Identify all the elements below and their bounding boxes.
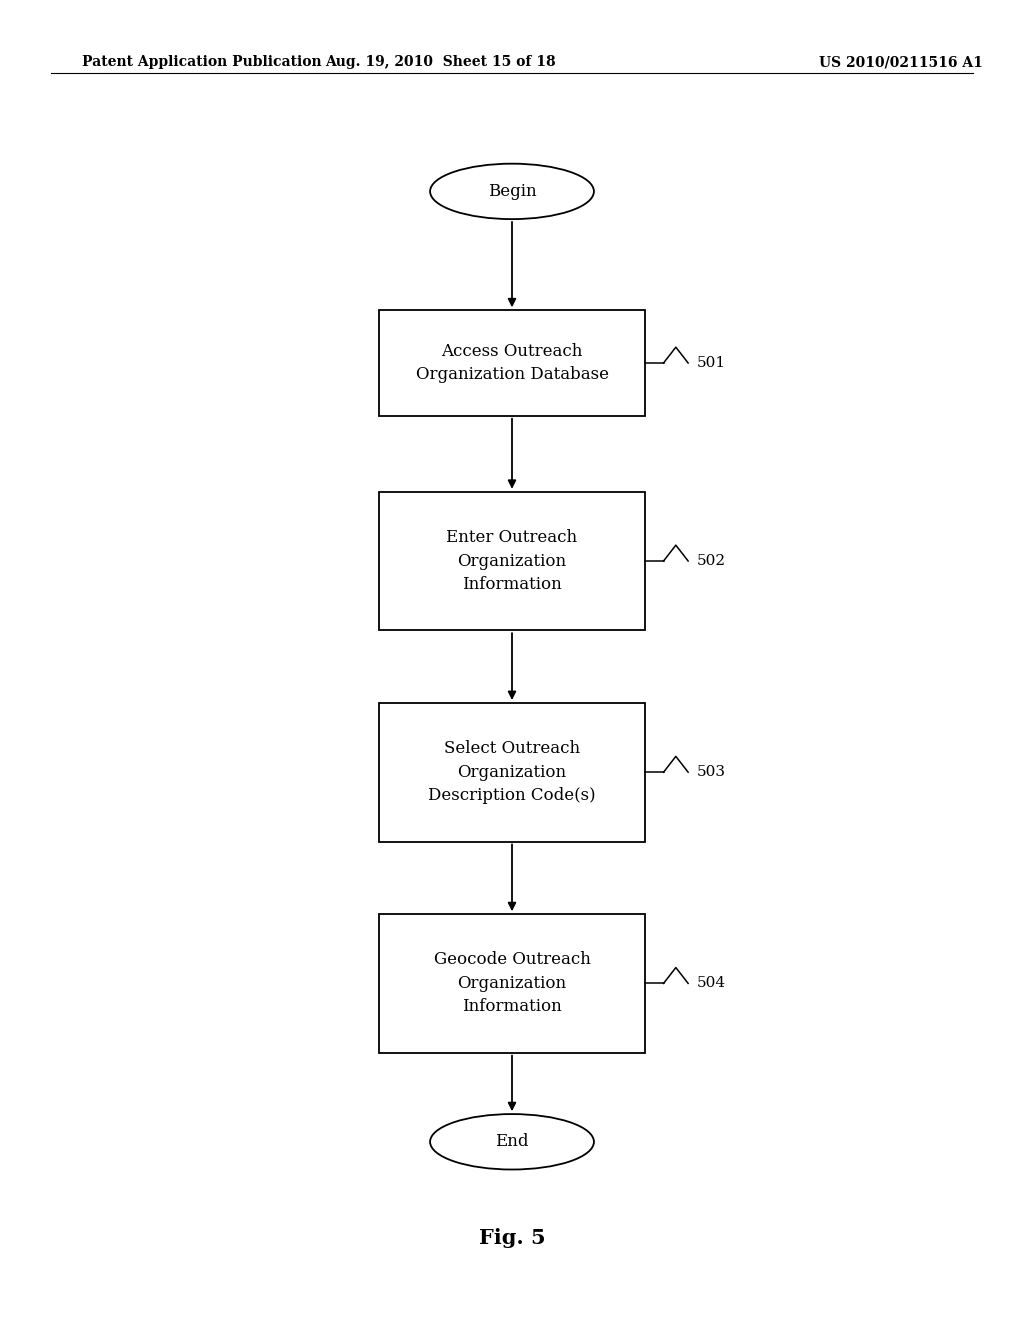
Text: Begin: Begin: [487, 183, 537, 199]
Text: 502: 502: [696, 554, 725, 568]
Text: Fig. 5: Fig. 5: [478, 1228, 546, 1249]
Text: Select Outreach
Organization
Description Code(s): Select Outreach Organization Description…: [428, 741, 596, 804]
Text: US 2010/0211516 A1: US 2010/0211516 A1: [819, 55, 983, 69]
FancyBboxPatch shape: [379, 704, 645, 842]
Text: Enter Outreach
Organization
Information: Enter Outreach Organization Information: [446, 529, 578, 593]
Ellipse shape: [430, 1114, 594, 1170]
Text: 503: 503: [696, 766, 725, 779]
Ellipse shape: [430, 164, 594, 219]
Text: Access Outreach
Organization Database: Access Outreach Organization Database: [416, 343, 608, 383]
Text: End: End: [496, 1134, 528, 1150]
Text: Geocode Outreach
Organization
Information: Geocode Outreach Organization Informatio…: [433, 952, 591, 1015]
Text: 504: 504: [696, 977, 725, 990]
FancyBboxPatch shape: [379, 492, 645, 631]
FancyBboxPatch shape: [379, 310, 645, 416]
Text: 501: 501: [696, 356, 725, 370]
Text: Aug. 19, 2010  Sheet 15 of 18: Aug. 19, 2010 Sheet 15 of 18: [325, 55, 556, 69]
Text: Patent Application Publication: Patent Application Publication: [82, 55, 322, 69]
FancyBboxPatch shape: [379, 913, 645, 1053]
